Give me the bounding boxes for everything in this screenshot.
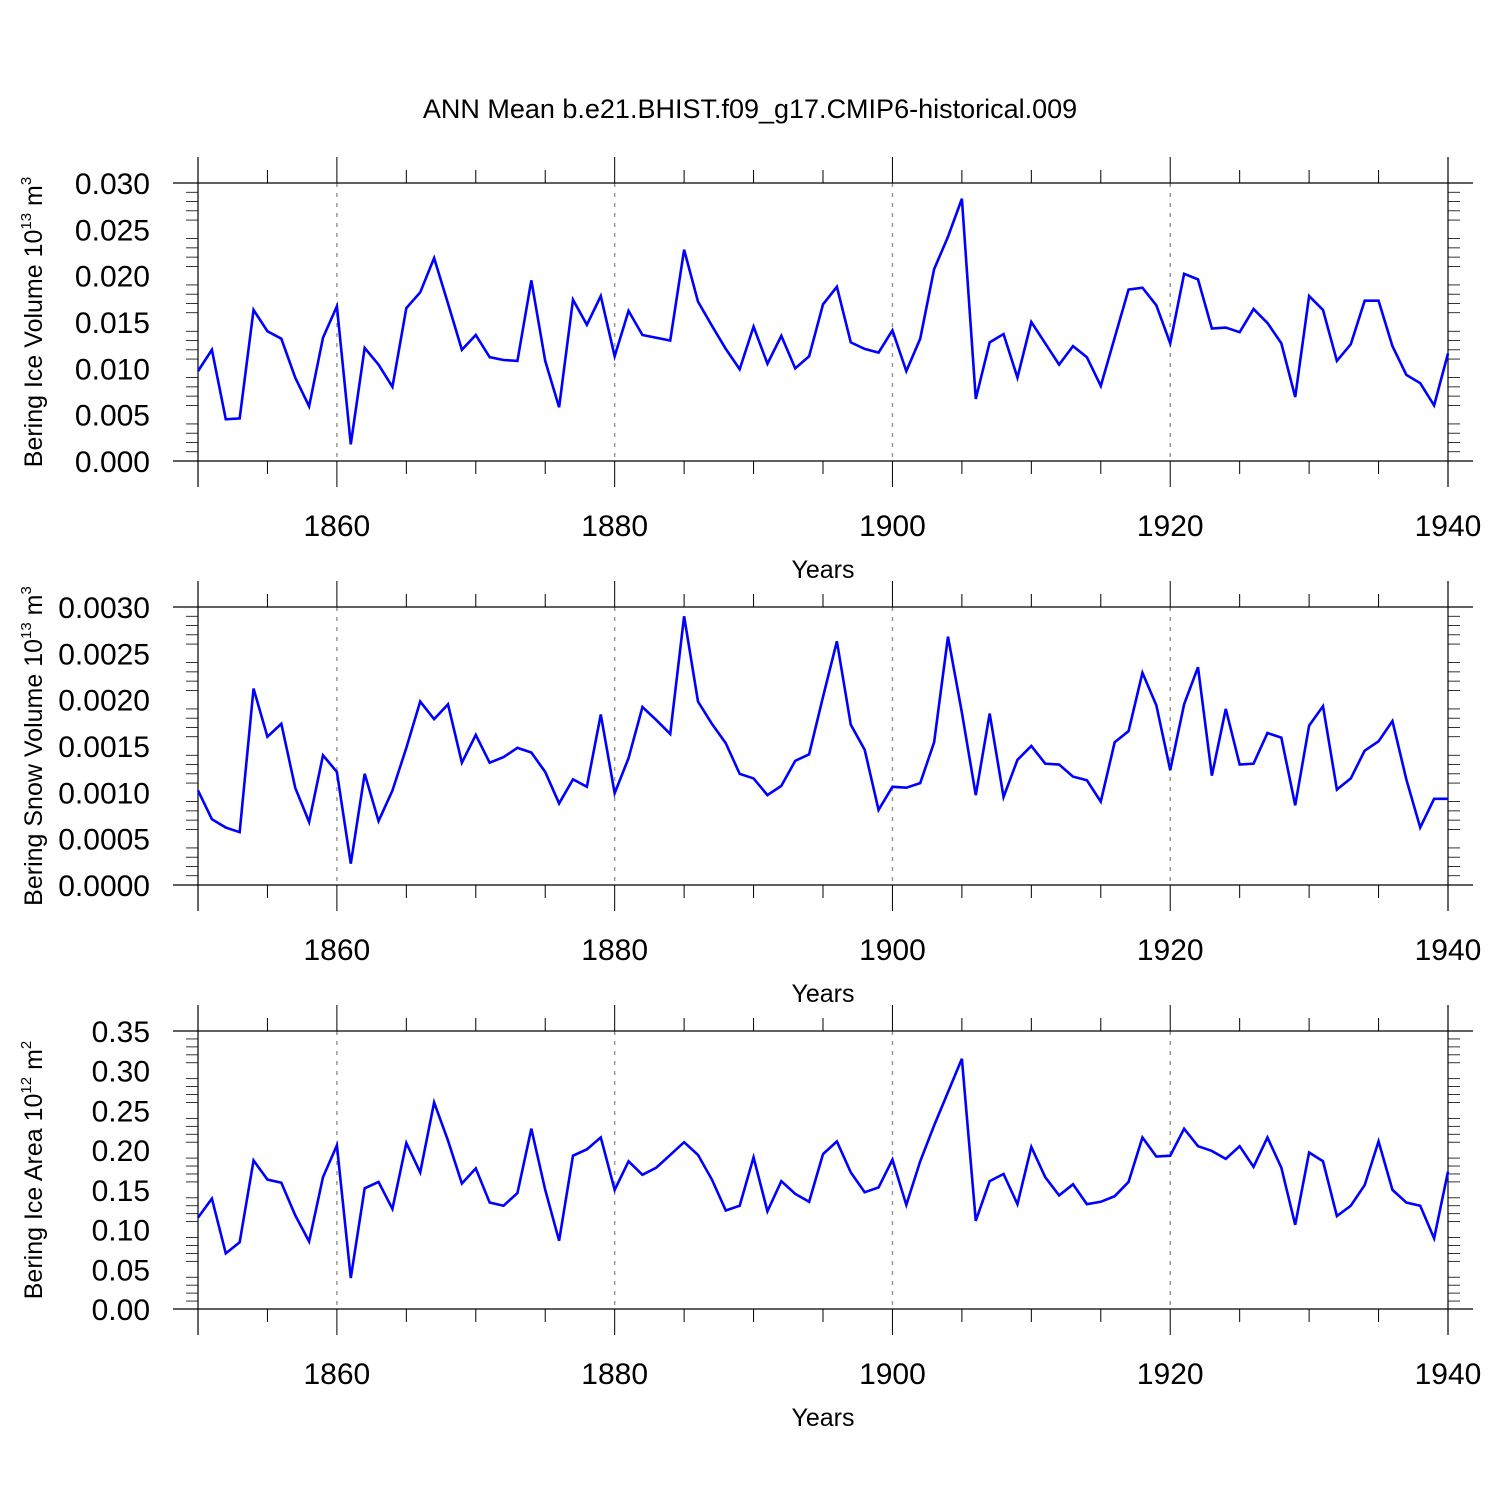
y-tick-label-6: 0.030 xyxy=(75,168,150,201)
y-axis-title-text: Bering Ice Volume 10 xyxy=(20,230,48,468)
figure-title: ANN Mean b.e21.BHIST.f09_g17.CMIP6-histo… xyxy=(423,94,1077,124)
y-tick-label-2: 0.10 xyxy=(92,1215,150,1248)
x-tick-label-1880: 1880 xyxy=(581,1358,648,1391)
x-tick-label-1860: 1860 xyxy=(304,1358,371,1391)
y-tick-label-2: 0.0010 xyxy=(58,777,150,810)
panel-ice-area: 1860 1880 1900 1920 1940 0.00 0.05 0.10 0.15 0.20… xyxy=(18,1005,1481,1432)
y-tick-label-7: 0.35 xyxy=(92,1016,150,1049)
y-tick-label-5: 0.25 xyxy=(92,1095,150,1128)
y-tick-label-2: 0.010 xyxy=(75,353,150,386)
x-axis-title: Years xyxy=(791,1404,854,1432)
x-tick-label-1900: 1900 xyxy=(859,1358,926,1391)
y-axis-title-exp: 13 xyxy=(18,213,35,230)
x-tick-label-1920: 1920 xyxy=(1137,934,1204,967)
x-tick-label-1860: 1860 xyxy=(304,510,371,543)
x-tick-label-1920: 1920 xyxy=(1137,510,1204,543)
y-tick-label-3: 0.0015 xyxy=(58,731,150,764)
panel-snow-volume: 1860 1880 1900 1920 1940 0.0000 0.0005 0.0010 0.… xyxy=(18,581,1481,1008)
x-tick-label-1940: 1940 xyxy=(1415,510,1482,543)
y-tick-label-1: 0.05 xyxy=(92,1254,150,1287)
y-axis-title: Bering Ice Area 1012 m2 xyxy=(18,1041,48,1300)
y-tick-label-4: 0.20 xyxy=(92,1135,150,1168)
y-tick-label-1: 0.005 xyxy=(75,400,150,433)
x-tick-label-1900: 1900 xyxy=(859,510,926,543)
y-tick-label-5: 0.0025 xyxy=(58,638,150,671)
y-tick-label-6: 0.0030 xyxy=(58,592,150,625)
series-line-snow-volume xyxy=(196,616,1448,864)
y-axis-title: Bering Ice Volume 1013 m3 xyxy=(18,177,48,467)
x-tick-label-1920: 1920 xyxy=(1137,1358,1204,1391)
x-axis-title: Years xyxy=(791,556,854,584)
y-tick-label-4: 0.020 xyxy=(75,261,150,294)
y-axis-title-exp: 13 xyxy=(18,622,35,639)
x-tick-label-1880: 1880 xyxy=(581,934,648,967)
y-axis-title-text: Bering Snow Volume 10 xyxy=(20,639,48,906)
y-axis-title-unit-exp: 3 xyxy=(18,586,35,594)
y-axis-title-unit: m xyxy=(20,1049,48,1077)
x-tick-label-1940: 1940 xyxy=(1415,1358,1482,1391)
y-tick-label-4: 0.0020 xyxy=(58,685,150,718)
series-line-ice-volume xyxy=(196,198,1450,445)
y-tick-label-5: 0.025 xyxy=(75,214,150,247)
y-axis-title-unit: m xyxy=(20,595,48,623)
panels: 1860 1880 1900 1920 1940 0.000 0.005 0.010 0.015… xyxy=(18,157,1481,1432)
x-axis-title: Years xyxy=(791,980,854,1008)
y-tick-label-1: 0.0005 xyxy=(58,824,150,857)
y-tick-label-0: 0.0000 xyxy=(58,870,150,903)
y-tick-label-0: 0.00 xyxy=(92,1294,150,1327)
y-axis-title-unit: m xyxy=(20,185,48,213)
y-axis-title: Bering Snow Volume 1013 m3 xyxy=(18,586,48,906)
y-axis-title-unit-exp: 3 xyxy=(18,177,35,185)
y-tick-label-3: 0.015 xyxy=(75,307,150,340)
y-tick-label-0: 0.000 xyxy=(75,446,150,479)
y-tick-label-6: 0.30 xyxy=(92,1056,150,1089)
x-tick-label-1940: 1940 xyxy=(1415,934,1482,967)
y-axis-title-unit-exp: 2 xyxy=(18,1041,35,1049)
series-line-ice-area xyxy=(196,1058,1450,1279)
y-axis-title-exp: 12 xyxy=(18,1077,35,1094)
x-tick-label-1900: 1900 xyxy=(859,934,926,967)
y-axis-title-text: Bering Ice Area 10 xyxy=(20,1094,48,1300)
x-tick-label-1880: 1880 xyxy=(581,510,648,543)
y-tick-label-3: 0.15 xyxy=(92,1175,150,1208)
x-tick-label-1860: 1860 xyxy=(304,934,371,967)
panel-ice-volume: 1860 1880 1900 1920 1940 0.000 0.005 0.010 0.015… xyxy=(18,157,1481,584)
